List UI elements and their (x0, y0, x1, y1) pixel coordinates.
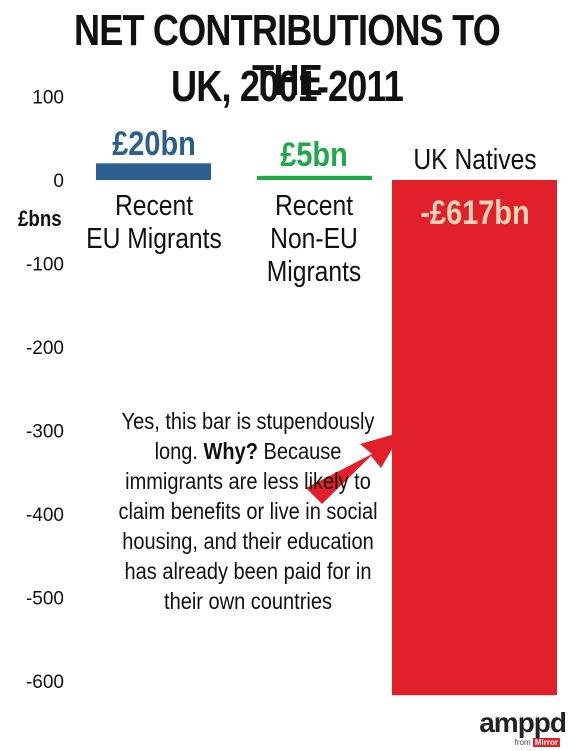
y-tick-label-6: -500 (26, 589, 64, 610)
category-label-1-line-2: Migrants (266, 256, 362, 288)
y-tick-label-4: -300 (26, 422, 64, 443)
category-label-1-line-0: Recent (274, 190, 354, 222)
category-label-2: UK Natives (399, 144, 552, 177)
category-label-0: Recent EU Migrants (78, 190, 231, 256)
value-label-0: £20bn (112, 125, 196, 163)
bar-2 (392, 180, 557, 696)
logo-sub: from Mirror (515, 738, 560, 747)
annotation-bold-prefix: Why? (203, 438, 258, 464)
y-tick-label-2: -100 (26, 255, 64, 276)
y-axis-label: £bns (18, 206, 62, 231)
value-label-2: -£617bn (420, 194, 530, 232)
category-label-1-line-1: Non-EU (270, 223, 358, 255)
category-label-0-line-0: Recent (114, 190, 194, 222)
logo-sub-prefix: from (514, 738, 531, 747)
y-tick-label-7: -600 (26, 672, 64, 693)
chart-title-line-1: NET CONTRIBUTIONS TO THE (74, 6, 501, 105)
pointer-arrow (306, 432, 402, 504)
amppd-logo: amppd (479, 707, 567, 738)
value-label-1: £5bn (280, 136, 348, 174)
annotation-text-before: Yes, this bar is stupendously long. (121, 408, 375, 464)
y-tick-label-3: -200 (26, 338, 64, 359)
bar-1 (257, 175, 372, 180)
annotation-note: Yes, this bar is stupendously long. Why?… (118, 406, 379, 616)
annotation-text-after: Because immigrants are less likely to cl… (118, 438, 378, 614)
category-label-0-line-1: EU Migrants (86, 223, 222, 255)
category-label-1: Recent Non-EU Migrants (238, 190, 391, 289)
y-tick-label-5: -400 (26, 505, 64, 526)
bar-0 (96, 163, 211, 180)
y-tick-label-0: 100 (32, 88, 64, 109)
logo-sub-brand: Mirror (532, 738, 560, 747)
y-tick-label-1: 0 (53, 171, 64, 192)
category-label-2-line-0: UK Natives (413, 144, 537, 176)
chart-title-line-2: UK, 2001-2011 (170, 62, 404, 111)
